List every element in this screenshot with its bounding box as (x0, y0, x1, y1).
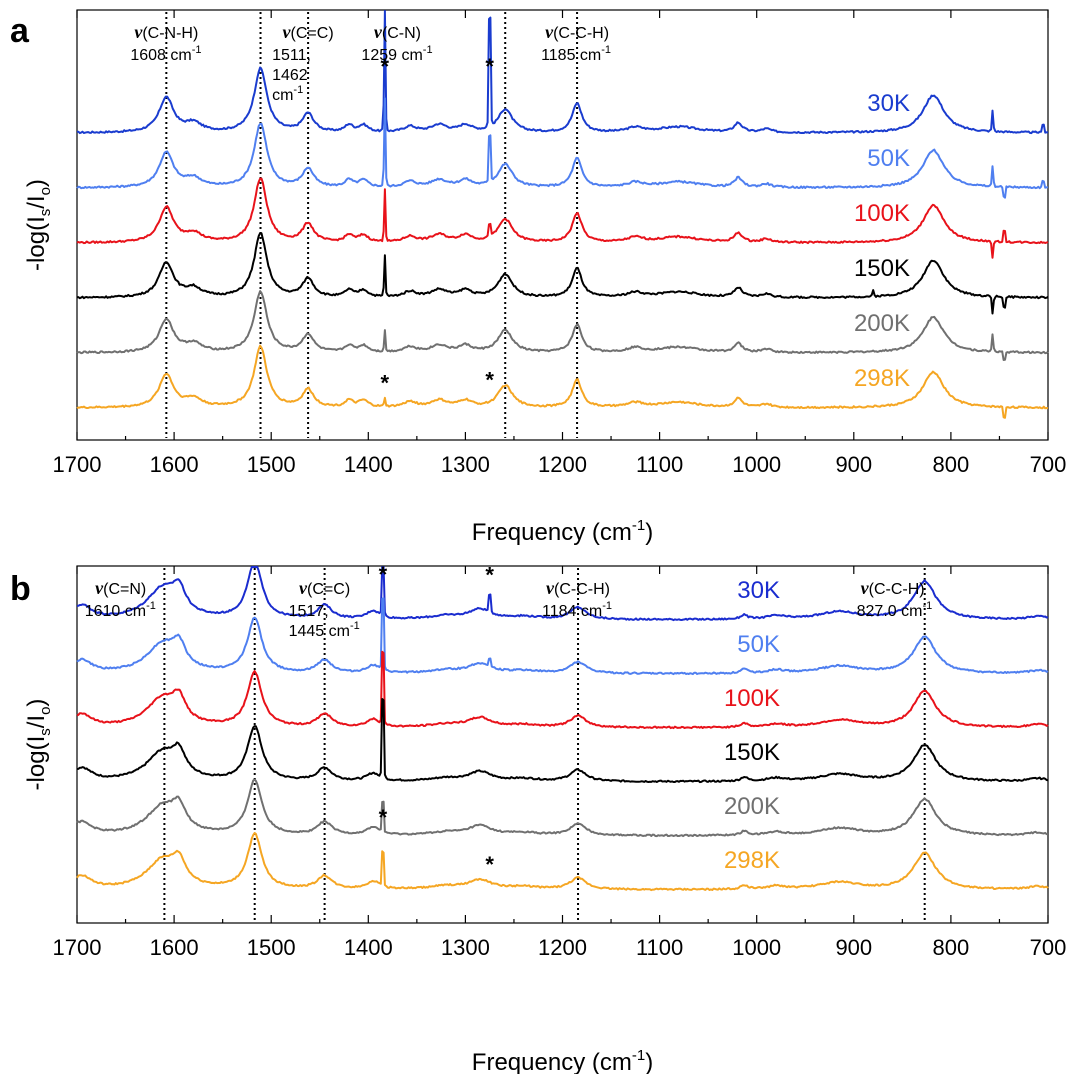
series-line-30K (76, 10, 1049, 135)
asterisk-marker: * (381, 371, 390, 396)
peak-annotation-line: 1259 cm-1 (361, 44, 432, 64)
peak-annotation: ν(C=C) (283, 22, 334, 42)
series-label: 30K (867, 90, 910, 117)
y-axis-title: -log(Is/Io) (23, 699, 54, 791)
x-tick-label: 1300 (441, 452, 490, 477)
asterisk-marker: * (379, 562, 388, 587)
peak-annotation: ν(C-N-H) (134, 22, 198, 42)
y-axis-title: -log(Is/Io) (23, 179, 54, 271)
series-line-100K (76, 650, 1049, 730)
x-tick-label: 1500 (247, 935, 296, 960)
peak-annotation-line: cm-1 (272, 84, 303, 104)
peak-annotation-line: 1511, (272, 47, 311, 64)
series-label: 150K (724, 739, 780, 766)
peak-annotation: ν(C=N) (95, 578, 146, 598)
series-label: 200K (854, 310, 910, 337)
peak-annotation: ν(C-C-H) (545, 22, 609, 42)
x-tick-label: 700 (1030, 935, 1067, 960)
x-tick-label: 1100 (636, 935, 683, 960)
panel-b: b 1700 1600 1500 1400 1300 1200 1100 1000 900 800 7… (10, 562, 1066, 1074)
panel-letter: a (10, 12, 30, 50)
peak-annotation-line: 1517, (289, 603, 329, 620)
peak-annotation: ν(C-N) (374, 22, 421, 42)
series-label: 150K (854, 255, 910, 282)
x-tick-label: 900 (835, 452, 872, 477)
series-label: 100K (854, 200, 910, 227)
x-tick-label: 1700 (53, 935, 102, 960)
x-tick-label: 900 (835, 935, 872, 960)
series-line-30K (76, 566, 1049, 622)
x-tick-label: 1500 (247, 452, 296, 477)
x-axis-title: Frequency (cm-1) (472, 517, 653, 546)
x-tick-label: 800 (933, 452, 970, 477)
peak-annotation-line: 1185 cm-1 (541, 44, 611, 64)
series-label: 100K (724, 685, 780, 712)
series-line-150K (76, 232, 1049, 315)
x-tick-label: 1400 (344, 452, 393, 477)
peak-annotation: ν(C=C) (299, 578, 350, 598)
peak-annotation-line: 1608 cm-1 (130, 44, 201, 64)
peak-annotation-line: 1610 cm-1 (85, 600, 156, 620)
x-tick-label: 1200 (538, 452, 587, 477)
x-tick-label: 700 (1030, 452, 1067, 477)
peak-annotation: ν(C-C-H) (861, 578, 925, 598)
x-axis-title: Frequency (cm-1) (472, 1047, 653, 1074)
asterisk-marker: * (485, 852, 494, 877)
series-line-298K (76, 832, 1049, 892)
x-tick-label: 1600 (150, 935, 199, 960)
series-line-200K (76, 290, 1049, 361)
panel-letter: b (10, 570, 31, 608)
x-tick-label: 1000 (732, 935, 781, 960)
peak-annotation-line: 1445 cm-1 (289, 620, 360, 640)
x-tick-label: 1300 (441, 935, 490, 960)
series-label: 30K (737, 577, 780, 604)
series-line-298K (76, 344, 1049, 419)
x-tick-label: 1400 (344, 935, 393, 960)
x-tick-label: 1100 (636, 452, 683, 477)
series-line-150K (76, 698, 1049, 784)
panel-a: a 1700 1600 1500 1400 1300 1200 1100 1000 900 800 7… (10, 9, 1067, 546)
peak-annotation-line: 1184 cm-1 (542, 600, 612, 620)
asterisk-marker: * (485, 563, 494, 588)
asterisk-marker: * (485, 54, 494, 79)
x-tick-label: 1200 (538, 935, 587, 960)
asterisk-marker: * (379, 805, 388, 830)
series-line-100K (76, 177, 1049, 259)
series-label: 50K (867, 145, 910, 172)
x-tick-label: 1700 (53, 452, 102, 477)
asterisk-marker: * (485, 368, 494, 393)
series-label: 298K (854, 365, 910, 392)
series-line-50K (76, 597, 1049, 676)
series-label: 200K (724, 793, 780, 820)
peak-annotation: ν(C-C-H) (546, 578, 610, 598)
x-tick-label: 1000 (732, 452, 781, 477)
peak-annotation-line: 827.0 cm-1 (857, 600, 933, 620)
series-label: 50K (737, 631, 780, 658)
x-tick-label: 1600 (150, 452, 199, 477)
series-line-50K (76, 97, 1049, 199)
x-tick-label: 800 (933, 935, 970, 960)
peak-annotation-line: 1462 (272, 67, 308, 84)
series-line-200K (76, 778, 1049, 838)
asterisk-marker: * (381, 54, 390, 79)
series-label: 298K (724, 847, 780, 874)
